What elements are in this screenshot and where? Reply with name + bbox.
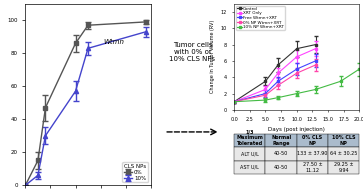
Y-axis label: Change in Tumor Volume (RV): Change in Tumor Volume (RV)	[211, 20, 215, 93]
Text: Tumor cells
with 0% or
10% CLS NPs: Tumor cells with 0% or 10% CLS NPs	[170, 42, 215, 62]
Legend: 0%, 10%: 0%, 10%	[122, 162, 148, 182]
X-axis label: Days (post injection): Days (post injection)	[268, 127, 325, 132]
Y-axis label: % Release: % Release	[0, 77, 2, 112]
Text: Wtmn: Wtmn	[103, 39, 124, 45]
Legend: Control, XRT Only, Free Wtmn+XRT, 0% NP Wtmn+XRT, 10% NP Wtmn+XRT: Control, XRT Only, Free Wtmn+XRT, 0% NP …	[236, 6, 285, 30]
